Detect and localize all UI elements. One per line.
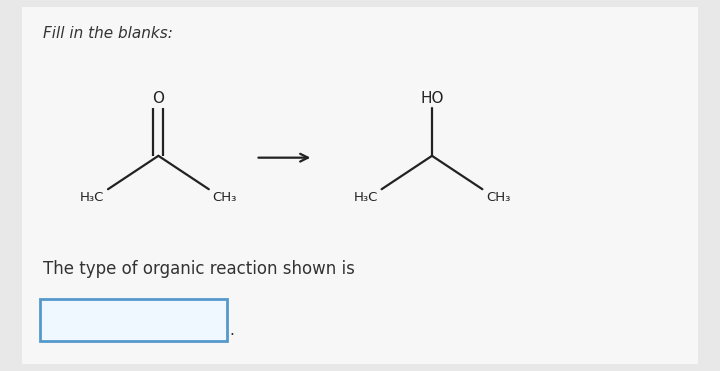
Text: |: | — [48, 313, 53, 327]
Text: .: . — [230, 323, 235, 338]
Text: HO: HO — [420, 91, 444, 106]
Text: CH₃: CH₃ — [212, 191, 237, 204]
Bar — [40, 299, 227, 341]
Text: O: O — [153, 91, 164, 106]
Text: H₃C: H₃C — [80, 191, 104, 204]
Text: CH₃: CH₃ — [486, 191, 510, 204]
Text: The type of organic reaction shown is: The type of organic reaction shown is — [43, 260, 355, 278]
Text: Fill in the blanks:: Fill in the blanks: — [43, 26, 173, 41]
Text: H₃C: H₃C — [354, 191, 378, 204]
